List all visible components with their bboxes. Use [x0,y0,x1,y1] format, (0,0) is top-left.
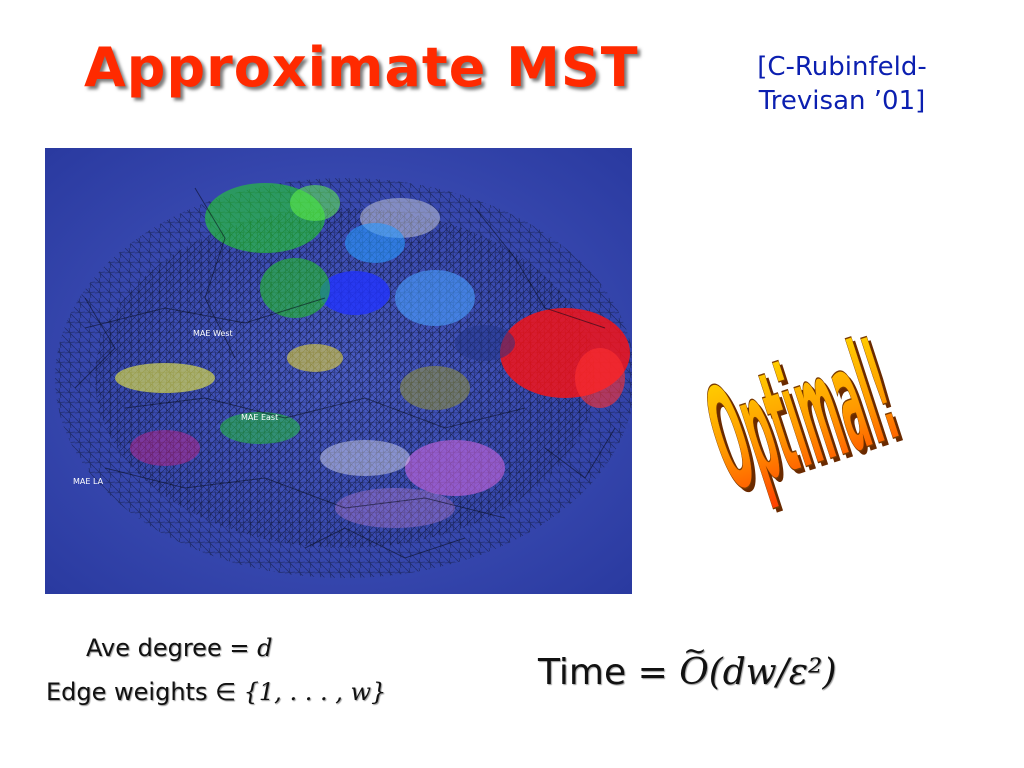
time-equals-sign: = [637,652,668,693]
degree-weights-formula: Ave degree = d Edge weights ∈ {1, . . . … [46,626,386,714]
element-of-sign: ∈ [215,678,236,706]
big-o-letter: O [679,652,709,693]
big-o-tilde: ~ O [679,634,709,693]
ave-degree-line: Ave degree = d [46,626,386,670]
slide-title: Approximate MST [84,36,639,99]
map-label-mae-east: MAE East [241,413,278,422]
complexity-expression: (dw/ε²) [708,652,837,693]
citation-line-1: [C-Rubinfeld- [757,52,927,82]
time-formula: Time = ~ O(dw/ε²) [538,634,837,693]
equals-sign: = [229,634,250,662]
network-map-image: MAE West MAE East MAE LA [45,148,632,594]
time-label: Time [538,652,627,693]
citation-line-2: Trevisan ’01] [758,86,926,116]
degree-variable: d [257,634,273,662]
map-label-mae-west: MAE West [193,329,233,338]
tilde-mark: ~ [683,634,707,667]
ave-degree-label: Ave degree [86,634,222,662]
weight-set: {1, . . . , w} [243,678,387,706]
optimal-wordart: Optimal! Optimal! [689,310,919,527]
map-label-mae-la: MAE LA [73,477,104,486]
edge-weights-line: Edge weights ∈ {1, . . . , w} [46,670,386,714]
optimal-text: Optimal! [689,310,914,524]
citation: [C-Rubinfeld- Trevisan ’01] [722,50,962,118]
edge-weights-label: Edge weights [46,678,208,706]
